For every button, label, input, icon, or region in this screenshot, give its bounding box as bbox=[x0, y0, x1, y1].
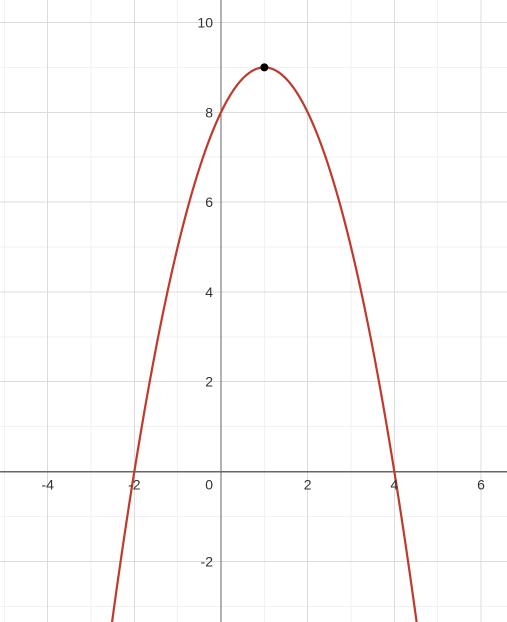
x-tick-label: -2 bbox=[128, 477, 141, 493]
x-tick-label: 4 bbox=[390, 477, 398, 493]
x-tick-label: 2 bbox=[304, 477, 312, 493]
x-tick-label: 6 bbox=[477, 477, 485, 493]
y-tick-label: -2 bbox=[201, 553, 214, 569]
x-tick-label: -4 bbox=[41, 477, 54, 493]
y-tick-label: 2 bbox=[205, 374, 213, 390]
origin-label: 0 bbox=[205, 477, 213, 493]
y-tick-label: 4 bbox=[205, 284, 213, 300]
vertex-point bbox=[260, 63, 268, 71]
y-tick-label: 8 bbox=[205, 104, 213, 120]
y-tick-label: 6 bbox=[205, 194, 213, 210]
parabola-graph: -4 -2 2 4 6 -2 2 4 6 8 10 0 bbox=[0, 0, 507, 622]
y-tick-label: 10 bbox=[197, 14, 213, 30]
